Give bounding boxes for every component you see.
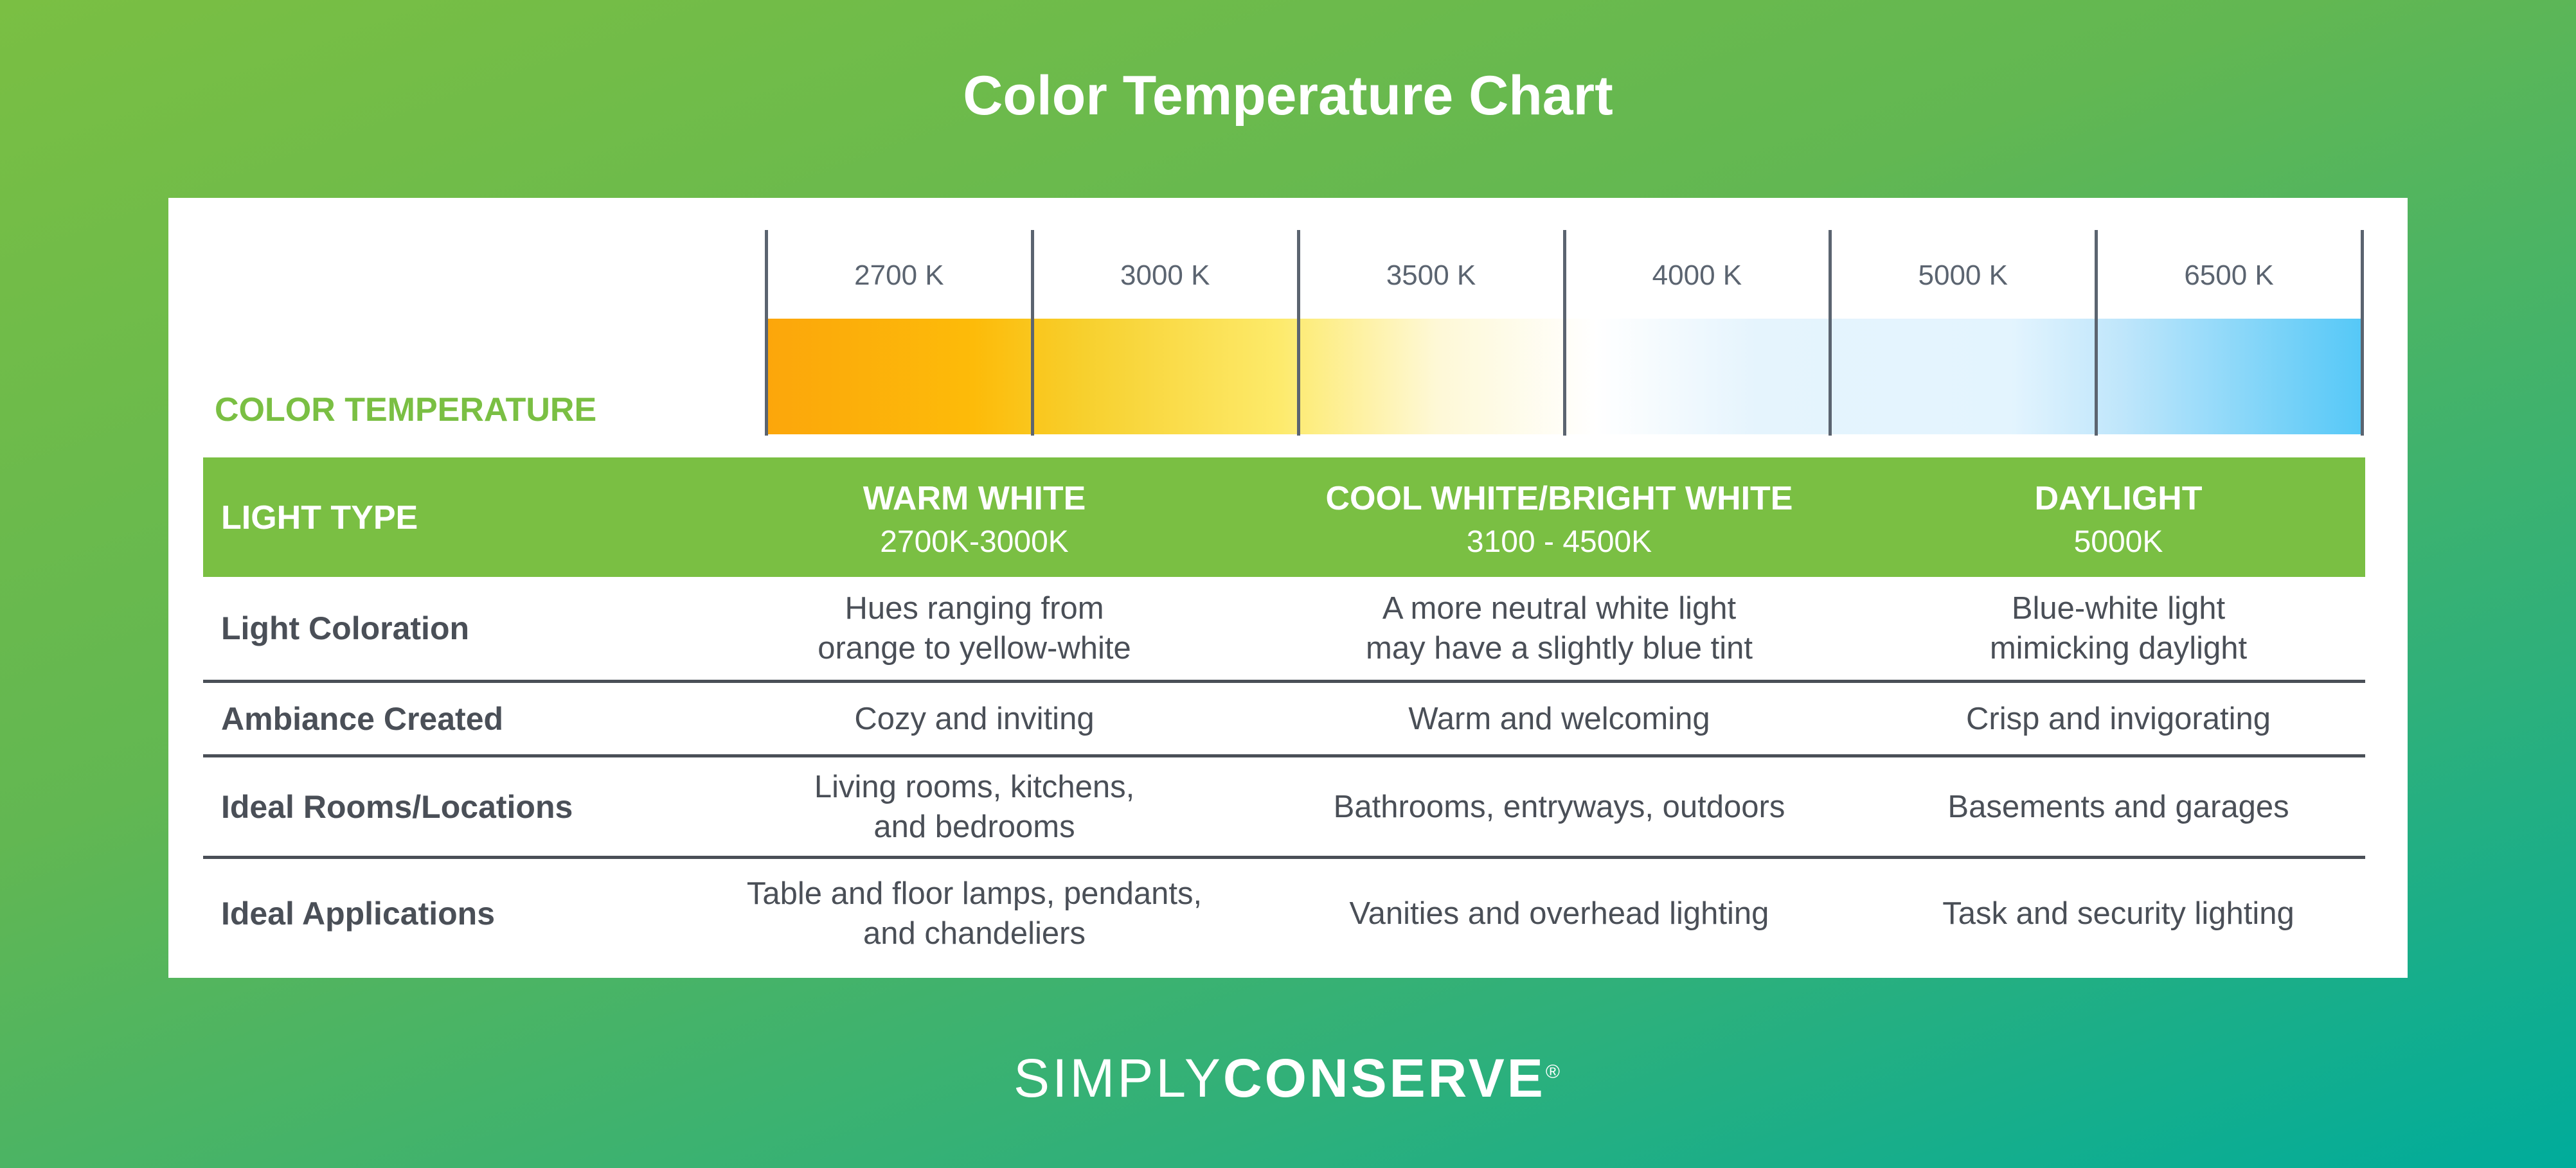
table-row-light-coloration: Light Coloration Hues ranging from orang… — [203, 577, 2365, 683]
cell-text: Hues ranging from orange to yellow-white — [818, 591, 1131, 666]
scale-tick-label: 5000 K — [1918, 260, 2008, 291]
column-header-cool-white: COOL WHITE/BRIGHT WHITE 3100 - 4500K — [1270, 477, 1848, 564]
table-cell: Blue-white light mimicking daylight — [1926, 577, 2311, 680]
cell-text: Cozy and inviting — [854, 701, 1095, 736]
table-cell: Cozy and inviting — [743, 683, 1206, 754]
scale-tick-label: 6500 K — [2184, 260, 2274, 291]
row-label: Ideal Rooms/Locations — [221, 788, 573, 825]
scale-tick-line — [1829, 230, 1832, 436]
table-cell: Basements and garages — [1926, 757, 2311, 856]
table-cell: Hues ranging from orange to yellow-white — [743, 577, 1206, 680]
scale-tick-label: 3500 K — [1386, 260, 1476, 291]
table-cell: Table and floor lamps, pendants, and cha… — [743, 859, 1206, 968]
cell-text: Warm and welcoming — [1408, 701, 1710, 736]
table-row-ambiance-created: Ambiance Created Cozy and inviting Warm … — [203, 683, 2365, 757]
simplyconserve-logo: SIMPLYCONSERVE® — [0, 1047, 2576, 1110]
row-label: Light Coloration — [221, 610, 470, 646]
column-range: 2700K-3000K — [880, 525, 1069, 559]
cell-text: Crisp and invigorating — [1966, 701, 2271, 736]
column-range: 5000K — [2073, 525, 2163, 559]
table-cell: Living rooms, kitchens, and bedrooms — [743, 757, 1206, 856]
logo-text-conserve: CONSERVE — [1222, 1048, 1546, 1108]
scale-tick-line — [2361, 230, 2364, 436]
cell-text: Blue-white light mimicking daylight — [1989, 591, 2248, 666]
scale-tick-line — [765, 230, 768, 436]
cell-text: Task and security lighting — [1942, 896, 2294, 931]
light-type-header: LIGHT TYPE WARM WHITE 2700K-3000K COOL W… — [203, 457, 2365, 577]
scale-tick-label: 3000 K — [1120, 260, 1210, 291]
cell-text: Bathrooms, entryways, outdoors — [1333, 789, 1785, 824]
column-header-daylight: DAYLIGHT 5000K — [1926, 477, 2311, 564]
table-cell: A more neutral white light may have a sl… — [1270, 577, 1848, 680]
chart-card: COLOR TEMPERATURE 2700 K 3000 K 3500 K 4000… — [168, 198, 2408, 978]
cell-text: Living rooms, kitchens, and bedrooms — [814, 769, 1135, 844]
scale-tick-label: 4000 K — [1652, 260, 1742, 291]
scale-tick-line — [1296, 230, 1300, 436]
row-label: Ambiance Created — [221, 700, 504, 737]
column-name: DAYLIGHT — [2034, 480, 2203, 517]
color-temperature-heading: COLOR TEMPERATURE — [215, 391, 597, 429]
table-cell: Crisp and invigorating — [1926, 683, 2311, 754]
table-cell: Warm and welcoming — [1270, 683, 1848, 754]
table-cell: Bathrooms, entryways, outdoors — [1270, 757, 1848, 856]
cell-text: Basements and garages — [1947, 789, 2289, 824]
scale-tick-line — [1562, 230, 1566, 436]
row-label: Ideal Applications — [221, 896, 496, 932]
scale-tick-label: 2700 K — [854, 260, 944, 291]
logo-text-simply: SIMPLY — [1014, 1048, 1223, 1108]
page-title: Color Temperature Chart — [963, 65, 1613, 127]
light-type-label: LIGHT TYPE — [221, 499, 418, 536]
column-name: WARM WHITE — [863, 480, 1086, 517]
cell-text: Table and floor lamps, pendants, and cha… — [746, 876, 1203, 951]
cell-text: Vanities and overhead lighting — [1349, 896, 1769, 931]
table-cell: Task and security lighting — [1926, 859, 2311, 968]
column-range: 3100 - 4500K — [1466, 525, 1652, 559]
column-name: COOL WHITE/BRIGHT WHITE — [1325, 480, 1793, 517]
registered-mark: ® — [1545, 1061, 1562, 1083]
scale-tick-line — [1030, 230, 1034, 436]
table-row-ideal-applications: Ideal Applications Table and floor lamps… — [203, 859, 2365, 968]
column-header-warm-white: WARM WHITE 2700K-3000K — [743, 477, 1206, 564]
cell-text: A more neutral white light may have a sl… — [1366, 591, 1753, 666]
scale-tick-line — [2095, 230, 2098, 436]
table-cell: Vanities and overhead lighting — [1270, 859, 1848, 968]
table-row-ideal-rooms: Ideal Rooms/Locations Living rooms, kitc… — [203, 757, 2365, 859]
